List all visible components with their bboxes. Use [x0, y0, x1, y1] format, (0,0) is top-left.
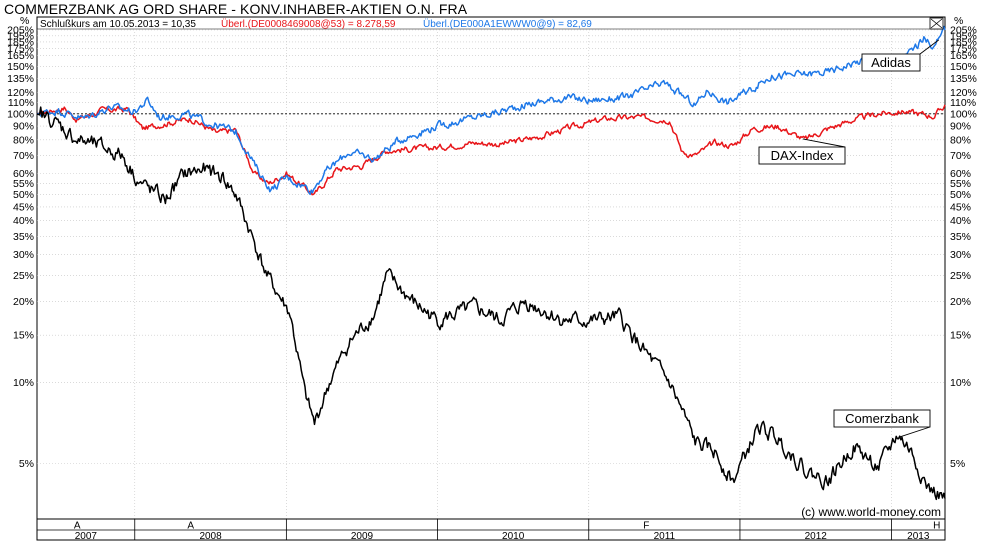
plot-frame [36, 16, 946, 520]
event-marker: F [643, 521, 649, 532]
y-unit-right: % [954, 15, 963, 27]
y-tick-label-right: 100% [950, 108, 977, 120]
series-lines [36, 25, 946, 501]
annotation-label: DAX-Index [771, 148, 834, 163]
y-tick-label-left: 70% [13, 150, 34, 162]
y-tick-label-left: 135% [7, 73, 34, 85]
y-tick-label-left: 175% [7, 43, 34, 55]
y-tick-label-right: 195% [950, 30, 977, 42]
x-axis-frame [36, 518, 946, 541]
annotation-leader [919, 39, 940, 55]
y-tick-label-right: 110% [950, 97, 976, 109]
subtitle-adidas: Überl.(DE000A1EWWW0@9) = 82,69 [423, 18, 592, 30]
y-tick-label-right: 150% [950, 61, 977, 73]
y-tick-label-left: 10% [13, 377, 34, 389]
y-tick-label-right: 5% [950, 458, 965, 470]
close-icon[interactable] [929, 17, 944, 30]
y-tick-label-left: 25% [13, 270, 34, 282]
year-label: 2008 [199, 531, 222, 542]
x-axis: 2007200820092010201120122013AAFHF [36, 518, 946, 542]
y-tick-label-right: 10% [950, 377, 971, 389]
series-annotations: Adidas DAX-Index Comerzbank [758, 39, 940, 438]
y-tick-label-right: 80% [950, 134, 971, 146]
series-line-comerzbank [36, 106, 946, 501]
y-tick-label-right: 165% [950, 50, 977, 62]
y-tick-label-right: 40% [950, 215, 971, 227]
y-tick-label-left: 185% [7, 36, 34, 48]
y-tick-label-left: 120% [7, 87, 34, 99]
y-tick-label-right: 55% [950, 178, 971, 190]
y-tick-label-left: 100% [7, 108, 34, 120]
y-tick-label-left: 195% [7, 30, 34, 42]
y-tick-label-left: 80% [13, 134, 34, 146]
year-label: 2011 [654, 531, 676, 542]
subtitle-dax: Überl.(DE0008469008@53) = 8.278,59 [221, 18, 396, 30]
y-tick-label-left: 205% [7, 25, 34, 37]
y-unit-left: % [20, 15, 29, 27]
y-tick-label-left: 45% [13, 201, 34, 213]
y-tick-label-right: 70% [950, 150, 971, 162]
y-tick-label-left: 165% [7, 50, 34, 62]
annotation-label: Adidas [871, 55, 911, 70]
y-tick-label-left: 60% [13, 168, 34, 180]
y-axis-left: % 205%195%185%175%165%150%135%120%110%10… [7, 15, 34, 470]
y-tick-label-right: 90% [950, 121, 971, 133]
annotation-box [758, 146, 846, 165]
y-tick-label-right: 50% [950, 189, 971, 201]
y-tick-label-right: 205% [950, 25, 977, 37]
y-axis-right: % 205%195%185%175%165%150%135%120%110%10… [950, 15, 977, 470]
y-tick-label-left: 90% [13, 121, 34, 133]
annotation-box [861, 53, 921, 72]
y-tick-label-left: 30% [13, 249, 34, 261]
event-marker: A [187, 521, 194, 532]
copyright: (c) www.world-money.com [801, 505, 941, 519]
y-tick-label-right: 60% [950, 168, 971, 180]
grid-lines [37, 29, 945, 519]
y-tick-label-left: 40% [13, 215, 34, 227]
y-tick-label-right: 120% [950, 87, 977, 99]
series-line-adidas [36, 25, 946, 196]
y-tick-label-right: 15% [950, 330, 971, 342]
annotation-leader [802, 138, 846, 148]
y-tick-label-left: 110% [8, 97, 34, 109]
y-tick-label-right: 35% [950, 231, 971, 243]
y-tick-label-left: 150% [7, 61, 34, 73]
year-label: 2010 [502, 531, 525, 542]
y-tick-label-right: 25% [950, 270, 971, 282]
subtitle-main: Schlußkurs am 10.05.2013 = 10,35 [40, 19, 196, 30]
y-tick-label-left: 15% [13, 330, 34, 342]
y-tick-label-right: 185% [950, 36, 977, 48]
year-label: 2009 [351, 531, 374, 542]
series-line-dax-index [36, 104, 946, 196]
year-label: 2007 [75, 531, 98, 542]
y-tick-label-right: 135% [950, 73, 977, 85]
y-tick-label-left: 55% [13, 178, 34, 190]
chart-title: COMMERZBANK AG ORD SHARE - KONV.INHABER-… [4, 1, 468, 17]
event-marker: A [74, 521, 81, 532]
y-tick-label-left: 35% [13, 231, 34, 243]
event-marker: H [933, 521, 940, 532]
y-tick-label-left: 50% [13, 189, 34, 201]
year-label: 2012 [805, 531, 828, 542]
y-tick-label-left: 5% [19, 458, 34, 470]
y-tick-label-right: 45% [950, 201, 971, 213]
y-tick-label-right: 20% [950, 296, 971, 308]
annotation-box [833, 409, 931, 428]
y-tick-label-right: 175% [950, 43, 977, 55]
y-tick-label-right: 30% [950, 249, 971, 261]
annotation-leader [899, 426, 931, 438]
year-label: 2013 [907, 531, 930, 542]
y-tick-label-left: 20% [13, 296, 34, 308]
subtitle-bar [38, 18, 944, 29]
annotation-label: Comerzbank [845, 411, 919, 426]
